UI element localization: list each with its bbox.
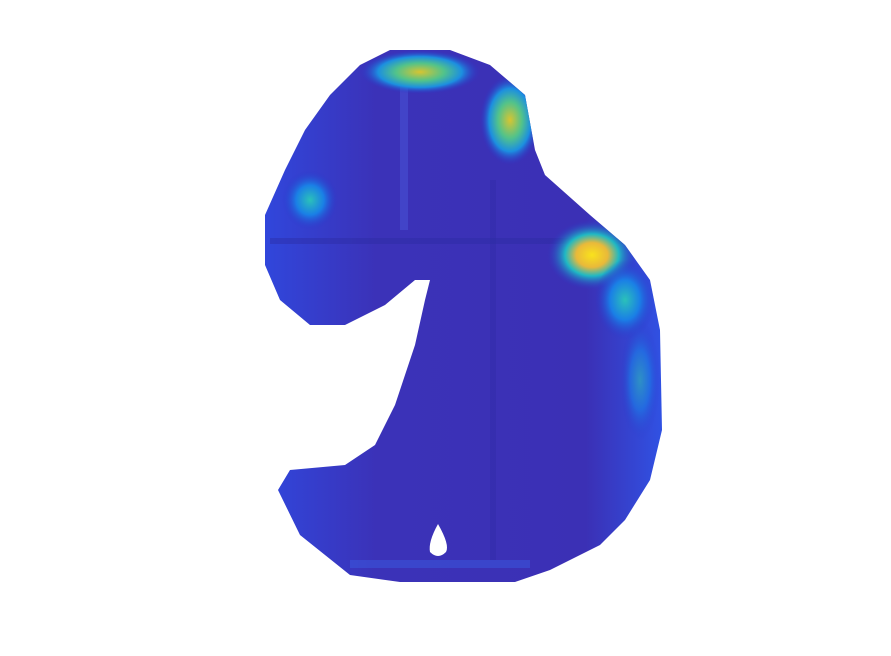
hotspot xyxy=(282,170,338,230)
streak xyxy=(400,70,408,230)
hotspot xyxy=(360,50,480,94)
streak xyxy=(350,560,530,568)
tissue xyxy=(265,50,662,582)
hotspot xyxy=(620,320,660,440)
streak xyxy=(270,238,660,244)
hole xyxy=(429,524,447,556)
streak xyxy=(490,180,496,560)
hotspot xyxy=(480,75,540,165)
